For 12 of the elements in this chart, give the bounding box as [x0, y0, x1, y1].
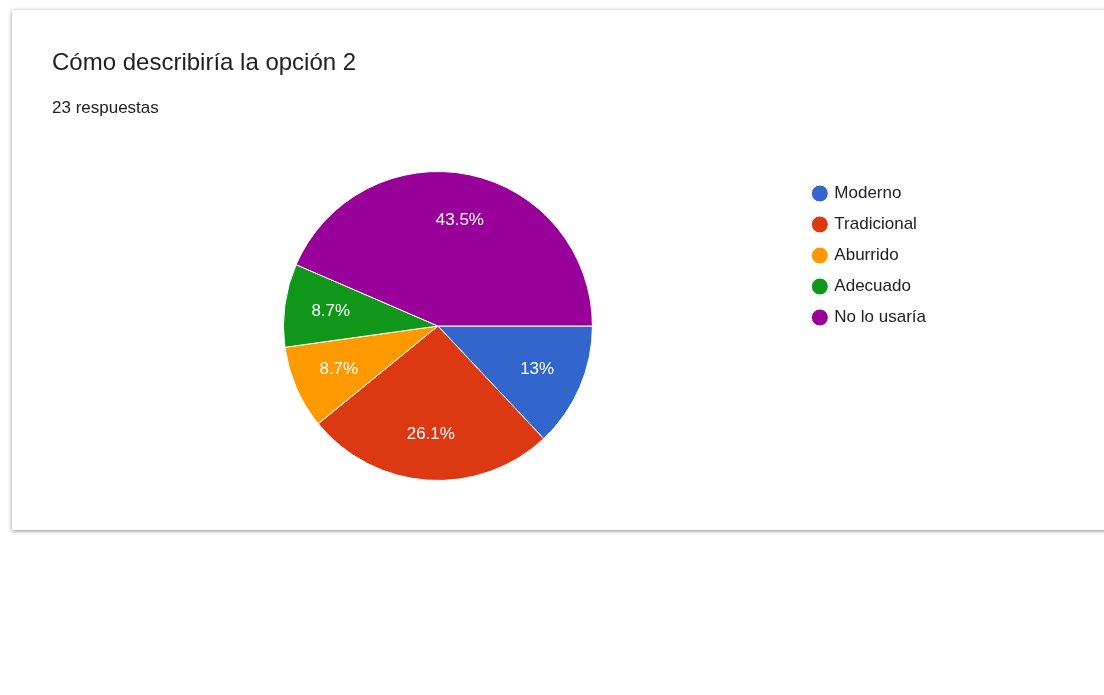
data-label: 43.5%	[435, 209, 484, 229]
chart-title: Cómo describiría la opción 2	[52, 48, 357, 76]
data-label: 13%	[520, 358, 555, 378]
legend-label: No lo usaría	[834, 307, 927, 327]
data-label: 8.7%	[319, 358, 359, 378]
legend-label: Tradicional	[834, 214, 917, 234]
data-label: 26.1%	[406, 423, 455, 443]
legend-label: Adecuado	[834, 276, 911, 296]
legend-label: Moderno	[834, 183, 902, 203]
text: 23 respuestas	[52, 98, 159, 118]
data-label: 8.7%	[311, 301, 351, 321]
legend-label: Aburrido	[834, 245, 899, 265]
